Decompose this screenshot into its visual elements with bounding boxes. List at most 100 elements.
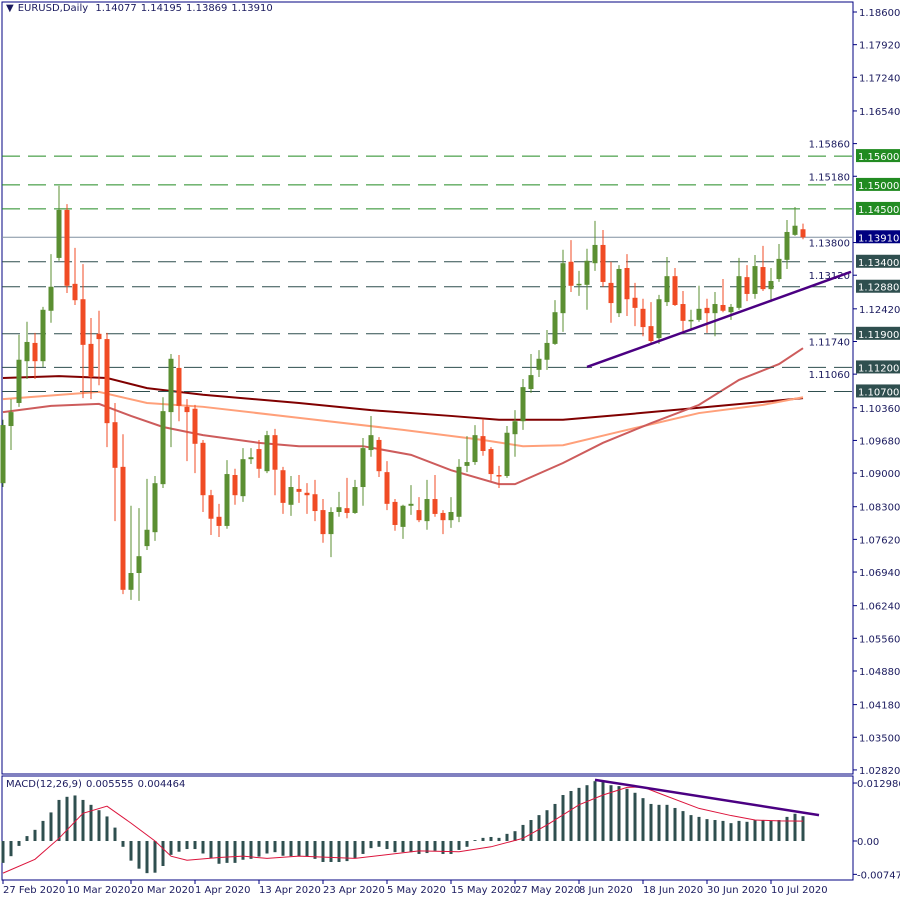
- candle-body: [384, 472, 390, 504]
- candle: [728, 304, 734, 320]
- macd-histogram-bar: [161, 841, 165, 866]
- macd-histogram-bar: [105, 816, 109, 841]
- macd-header: MACD(12,26,9) 0.005555 0.004464: [6, 779, 189, 790]
- x-tick-label: 8 Jun 2020: [579, 885, 633, 896]
- candle-body: [312, 494, 318, 512]
- candle: [0, 419, 6, 488]
- candle-body: [752, 266, 758, 294]
- macd-histogram-bar: [177, 841, 181, 852]
- candle-body: [784, 231, 790, 260]
- price-level-badge: [856, 149, 900, 163]
- macd-histogram-bar: [417, 841, 421, 854]
- candle: [344, 477, 350, 519]
- candle: [752, 255, 758, 299]
- macd-histogram-bar: [441, 841, 445, 854]
- candle-body: [496, 475, 502, 477]
- price-level-badge: [856, 201, 900, 215]
- x-tick-label: 1 Apr 2020: [195, 885, 250, 896]
- y-tick-label: 1.06240: [859, 602, 900, 613]
- candle: [568, 240, 574, 293]
- macd-histogram-bar: [1, 841, 5, 863]
- support-trendline[interactable]: [586, 270, 852, 369]
- candle-body: [304, 492, 310, 496]
- candle-body: [416, 510, 422, 521]
- macd-histogram-bar: [721, 820, 725, 841]
- y-tick-label: 1.09680: [859, 436, 900, 447]
- candle: [40, 306, 46, 367]
- candle: [88, 317, 94, 400]
- macd-histogram-bar: [369, 841, 373, 849]
- macd-histogram-bar: [473, 840, 477, 841]
- y-tick-label: 1.03500: [859, 733, 900, 744]
- candle: [448, 497, 454, 528]
- macd-histogram-bar: [481, 837, 485, 841]
- candle-body: [648, 326, 654, 342]
- macd-histogram-bar: [761, 820, 765, 841]
- candle: [272, 428, 278, 496]
- candle: [360, 438, 366, 506]
- candle-body: [104, 339, 110, 424]
- candle: [352, 479, 358, 514]
- candle: [144, 478, 150, 550]
- price-level-badge: [856, 230, 900, 244]
- y-tick-label: 1.07620: [859, 535, 900, 546]
- macd-histogram-bar: [393, 841, 397, 853]
- main-panel-frame: [1, 1, 854, 775]
- macd-divergence-trendline[interactable]: [594, 778, 820, 817]
- price-level-badge: [856, 360, 900, 374]
- macd-histogram-bar: [633, 792, 637, 841]
- candle: [400, 504, 406, 539]
- macd-histogram-bar: [201, 841, 205, 854]
- candle-body: [240, 459, 246, 497]
- macd-histogram-bar: [521, 824, 525, 841]
- candle: [552, 300, 558, 345]
- macd-histogram-bar: [193, 841, 197, 850]
- macd-histogram-bar: [73, 795, 77, 841]
- macd-histogram-bar: [753, 820, 757, 841]
- macd-histogram-bar: [425, 841, 429, 854]
- candle-body: [168, 358, 174, 413]
- y-tick-label: 1.17240: [859, 73, 900, 84]
- candle: [104, 332, 110, 448]
- candle-body: [704, 307, 710, 314]
- price-level-label: 1.10700: [858, 387, 899, 398]
- candle-body: [448, 512, 454, 521]
- price-level-label: 1.11200: [858, 363, 899, 374]
- macd-histogram-bar: [305, 841, 309, 857]
- macd-histogram-bar: [33, 829, 37, 841]
- macd-histogram-bar: [593, 781, 597, 841]
- candle: [712, 292, 718, 337]
- candle: [136, 508, 142, 601]
- macd-histogram-bar: [433, 841, 437, 851]
- candle-body: [72, 283, 78, 301]
- candle-body: [512, 421, 518, 435]
- candle: [456, 459, 462, 523]
- candle: [416, 497, 422, 523]
- triangle-down-icon[interactable]: ▼: [6, 3, 14, 14]
- candle: [576, 270, 582, 296]
- candle: [512, 410, 518, 457]
- candle: [584, 248, 590, 310]
- macd-histogram-bar: [329, 841, 333, 862]
- macd-histogram-bar: [729, 823, 733, 841]
- candle: [336, 491, 342, 517]
- candle-body: [120, 466, 126, 590]
- candle: [800, 223, 806, 240]
- candle-body: [224, 474, 230, 526]
- candle-body: [664, 276, 670, 303]
- candle: [392, 499, 398, 531]
- macd-histogram-bar: [489, 836, 493, 841]
- macd-histogram-bar: [625, 788, 629, 841]
- candle-body: [136, 556, 142, 573]
- candle: [128, 505, 134, 600]
- candle-body: [792, 225, 798, 235]
- candle: [224, 460, 230, 529]
- y-tick-label: 1.09000: [859, 469, 900, 480]
- macd-histogram-bar: [337, 841, 341, 862]
- macd-histogram-bar: [81, 799, 85, 841]
- macd-histogram-bar: [89, 804, 93, 841]
- macd-histogram-bar: [689, 815, 693, 841]
- macd-histogram-bar: [257, 841, 261, 857]
- price-level-label: 1.14500: [858, 205, 899, 216]
